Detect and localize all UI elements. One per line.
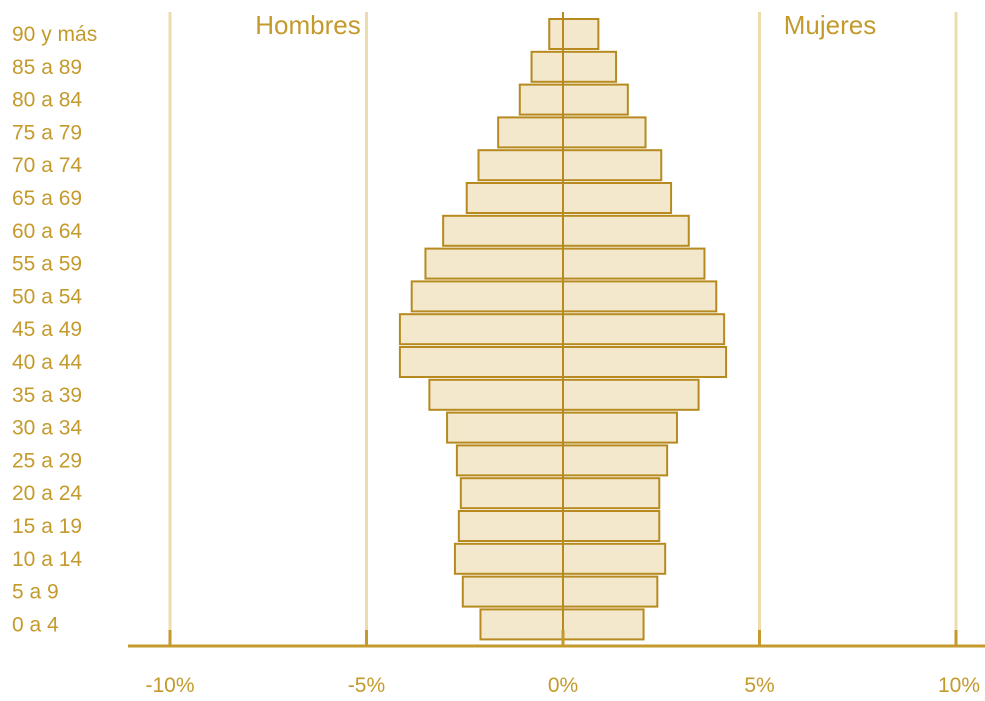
bar-mujeres-85-a-89: [562, 50, 618, 83]
bar-hombres-50-a-54: [410, 280, 564, 313]
bar-hombres-15-a-19: [457, 510, 565, 542]
bar-hombres-20-a-24: [459, 477, 565, 510]
bar-hombres-55-a-59: [424, 247, 565, 280]
category-label-75-a-79: 75 a 79: [12, 121, 82, 144]
bar-hombres-90-y-más: [548, 18, 564, 50]
x-tick-label-0%: 0%: [548, 674, 578, 696]
category-label-30-a-34: 30 a 34: [12, 417, 82, 440]
axis-layer: -10% -5% 0% 5% 10%: [128, 12, 985, 697]
bar-hombres-5-a-9: [461, 575, 564, 608]
bar-hombres-65-a-69: [465, 182, 564, 214]
bar-mujeres-35-a-39: [562, 378, 700, 411]
grid-layer: [168, 12, 958, 646]
category-label-40-a-44: 40 a 44: [12, 351, 82, 374]
category-label-65-a-69: 65 a 69: [12, 187, 82, 210]
bar-mujeres-10-a-14: [562, 542, 667, 575]
category-label-10-a-14: 10 a 14: [12, 548, 82, 571]
side-label-hombres: Hombres: [255, 10, 360, 40]
category-label-35-a-39: 35 a 39: [12, 384, 82, 407]
category-label-55-a-59: 55 a 59: [12, 253, 82, 276]
category-label-5-a-9: 5 a 9: [12, 581, 59, 604]
category-label-70-a-74: 70 a 74: [12, 154, 82, 177]
category-label-25-a-29: 25 a 29: [12, 449, 82, 472]
x-tick-label-10%: 10%: [938, 674, 980, 696]
category-label-80-a-84: 80 a 84: [12, 89, 82, 112]
bar-hombres-60-a-64: [442, 214, 565, 247]
bar-hombres-0-a-4: [479, 608, 564, 641]
x-tick-label-5%: 5%: [744, 674, 774, 696]
bar-hombres-75-a-79: [497, 116, 564, 149]
bar-hombres-85-a-89: [530, 50, 564, 83]
bar-mujeres-90-y-más: [562, 18, 600, 50]
category-label-60-a-64: 60 a 64: [12, 220, 82, 243]
bar-mujeres-20-a-24: [562, 477, 661, 510]
bar-mujeres-80-a-84: [562, 83, 629, 116]
bar-hombres-10-a-14: [453, 542, 564, 575]
bar-mujeres-60-a-64: [562, 214, 690, 247]
category-label-85-a-89: 85 a 89: [12, 56, 82, 79]
bar-mujeres-50-a-54: [562, 280, 718, 313]
category-label-50-a-54: 50 a 54: [12, 285, 82, 308]
bar-mujeres-0-a-4: [562, 608, 645, 641]
category-label-20-a-24: 20 a 24: [12, 482, 82, 505]
category-label-45-a-49: 45 a 49: [12, 318, 82, 341]
bar-mujeres-15-a-19: [562, 510, 661, 542]
bar-hombres-80-a-84: [518, 83, 565, 116]
bar-hombres-45-a-49: [398, 313, 564, 346]
bar-hombres-70-a-74: [477, 149, 565, 182]
bar-hombres-40-a-44: [398, 346, 564, 378]
x-tick-label--10%: -10%: [145, 674, 194, 696]
bar-mujeres-30-a-34: [562, 411, 678, 444]
bar-mujeres-25-a-29: [562, 444, 669, 477]
bar-hombres-25-a-29: [455, 444, 565, 477]
category-label-0-a-4: 0 a 4: [12, 613, 59, 636]
bar-mujeres-40-a-44: [562, 346, 728, 378]
category-label-90-y-más: 90 y más: [12, 23, 97, 46]
x-tick-label--5%: -5%: [348, 674, 385, 696]
bar-hombres-35-a-39: [428, 378, 564, 411]
bar-mujeres-5-a-9: [562, 575, 659, 608]
category-label-15-a-19: 15 a 19: [12, 515, 82, 538]
bar-mujeres-75-a-79: [562, 116, 647, 149]
bar-mujeres-65-a-69: [562, 182, 673, 214]
bar-hombres-30-a-34: [446, 411, 564, 444]
side-label-mujeres: Mujeres: [784, 10, 876, 40]
bar-mujeres-45-a-49: [562, 313, 726, 346]
bar-mujeres-70-a-74: [562, 149, 663, 182]
bar-mujeres-55-a-59: [562, 247, 706, 280]
bars-layer: [398, 18, 728, 641]
labels-layer: Hombres Mujeres 90 y más 85 a 89 80 a 84 75…: [12, 10, 876, 636]
